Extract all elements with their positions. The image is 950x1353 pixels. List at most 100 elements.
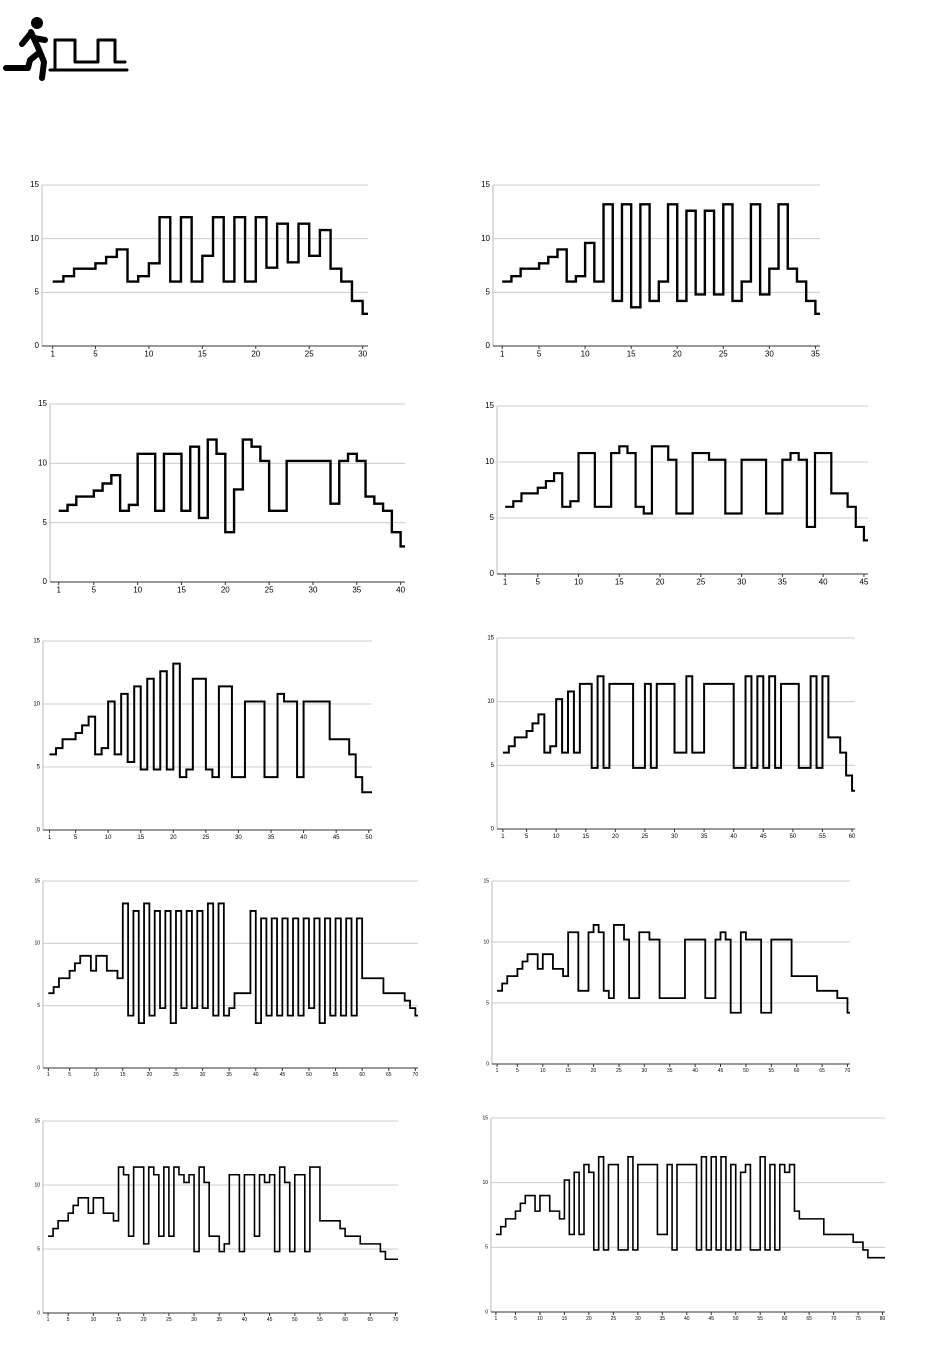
x-tick-label: 10 (93, 1072, 99, 1078)
x-tick-label: 60 (782, 1316, 788, 1322)
y-tick-label: 5 (491, 763, 495, 769)
x-tick-label: 5 (93, 350, 98, 359)
y-tick-label: 10 (33, 702, 40, 708)
x-tick-label: 50 (743, 1068, 749, 1074)
x-tick-label: 70 (393, 1317, 399, 1323)
y-tick-label: 5 (35, 287, 40, 296)
y-tick-label: 5 (43, 518, 48, 527)
x-tick-label: 1 (47, 1317, 50, 1323)
x-tick-label: 30 (200, 1072, 206, 1078)
x-tick-label: 20 (141, 1317, 147, 1323)
x-tick-label: 5 (68, 1072, 71, 1078)
y-tick-label: 10 (34, 941, 40, 947)
logo (3, 17, 129, 81)
x-tick-label: 40 (730, 834, 737, 840)
x-tick-label: 10 (105, 835, 112, 841)
x-tick-label: 20 (221, 586, 230, 595)
x-tick-label: 15 (177, 586, 186, 595)
x-tick-label: 25 (203, 835, 210, 841)
y-tick-label: 10 (483, 939, 489, 945)
x-tick-label: 20 (673, 350, 682, 359)
x-tick-label: 30 (235, 835, 242, 841)
y-tick-label: 15 (38, 399, 47, 408)
x-tick-label: 25 (173, 1072, 179, 1078)
step-line (505, 445, 868, 542)
x-tick-label: 60 (849, 834, 856, 840)
x-tick-label: 15 (137, 835, 144, 841)
x-tick-label: 15 (562, 1316, 568, 1322)
x-tick-label: 65 (368, 1317, 374, 1323)
x-tick-label: 40 (692, 1068, 698, 1074)
x-tick-label: 15 (627, 350, 636, 359)
x-tick-label: 15 (582, 834, 589, 840)
logo-runner-body (3, 29, 48, 81)
x-tick-label: 50 (306, 1072, 312, 1078)
x-tick-label: 20 (586, 1316, 592, 1322)
x-tick-label: 45 (267, 1317, 273, 1323)
x-tick-label: 25 (642, 834, 649, 840)
x-tick-label: 35 (268, 835, 275, 841)
x-tick-label: 40 (300, 835, 307, 841)
y-tick-label: 0 (486, 1061, 489, 1067)
x-tick-label: 60 (359, 1072, 365, 1078)
y-tick-label: 0 (491, 827, 495, 833)
x-tick-label: 55 (757, 1316, 763, 1322)
x-tick-label: 25 (265, 586, 274, 595)
x-tick-label: 70 (845, 1068, 851, 1074)
x-tick-label: 35 (701, 834, 708, 840)
x-tick-label: 30 (191, 1317, 197, 1323)
x-tick-label: 20 (147, 1072, 153, 1078)
x-tick-label: 30 (309, 586, 318, 595)
x-tick-label: 15 (198, 350, 207, 359)
x-tick-label: 30 (642, 1068, 648, 1074)
y-tick-label: 5 (486, 287, 491, 296)
y-tick-label: 0 (43, 577, 48, 586)
x-tick-label: 35 (667, 1068, 673, 1074)
x-tick-label: 45 (333, 835, 340, 841)
y-tick-label: 15 (30, 180, 39, 189)
x-tick-label: 60 (794, 1068, 800, 1074)
x-tick-label: 25 (719, 350, 728, 359)
x-tick-label: 1 (48, 835, 52, 841)
y-tick-label: 15 (34, 1118, 40, 1124)
x-tick-label: 55 (317, 1317, 323, 1323)
x-tick-label: 80 (880, 1316, 886, 1322)
y-tick-label: 15 (487, 636, 494, 642)
x-tick-label: 40 (819, 578, 828, 587)
x-tick-label: 55 (769, 1068, 775, 1074)
x-tick-label: 15 (615, 578, 624, 587)
y-tick-label: 0 (37, 1065, 40, 1071)
y-tick-label: 5 (485, 1245, 488, 1251)
x-tick-label: 1 (57, 586, 62, 595)
y-tick-label: 10 (481, 234, 490, 243)
x-tick-label: 5 (92, 586, 97, 595)
y-tick-label: 5 (37, 1003, 40, 1009)
x-tick-label: 20 (251, 350, 260, 359)
x-tick-label: 40 (253, 1072, 259, 1078)
step-line (502, 203, 820, 315)
x-tick-label: 30 (635, 1316, 641, 1322)
y-tick-label: 10 (30, 234, 39, 243)
x-tick-label: 5 (516, 1068, 519, 1074)
y-tick-label: 5 (486, 1000, 489, 1006)
y-tick-label: 5 (37, 765, 41, 771)
x-tick-label: 35 (811, 350, 820, 359)
x-tick-label: 70 (831, 1316, 837, 1322)
x-tick-label: 50 (790, 834, 797, 840)
x-tick-label: 5 (67, 1317, 70, 1323)
x-tick-label: 1 (47, 1072, 50, 1078)
y-tick-label: 0 (486, 341, 491, 350)
x-tick-label: 50 (365, 835, 372, 841)
x-tick-label: 10 (144, 350, 153, 359)
x-tick-label: 10 (581, 350, 590, 359)
x-tick-label: 40 (396, 586, 405, 595)
x-tick-label: 25 (166, 1317, 172, 1323)
x-tick-label: 45 (718, 1068, 724, 1074)
x-tick-label: 45 (280, 1072, 286, 1078)
